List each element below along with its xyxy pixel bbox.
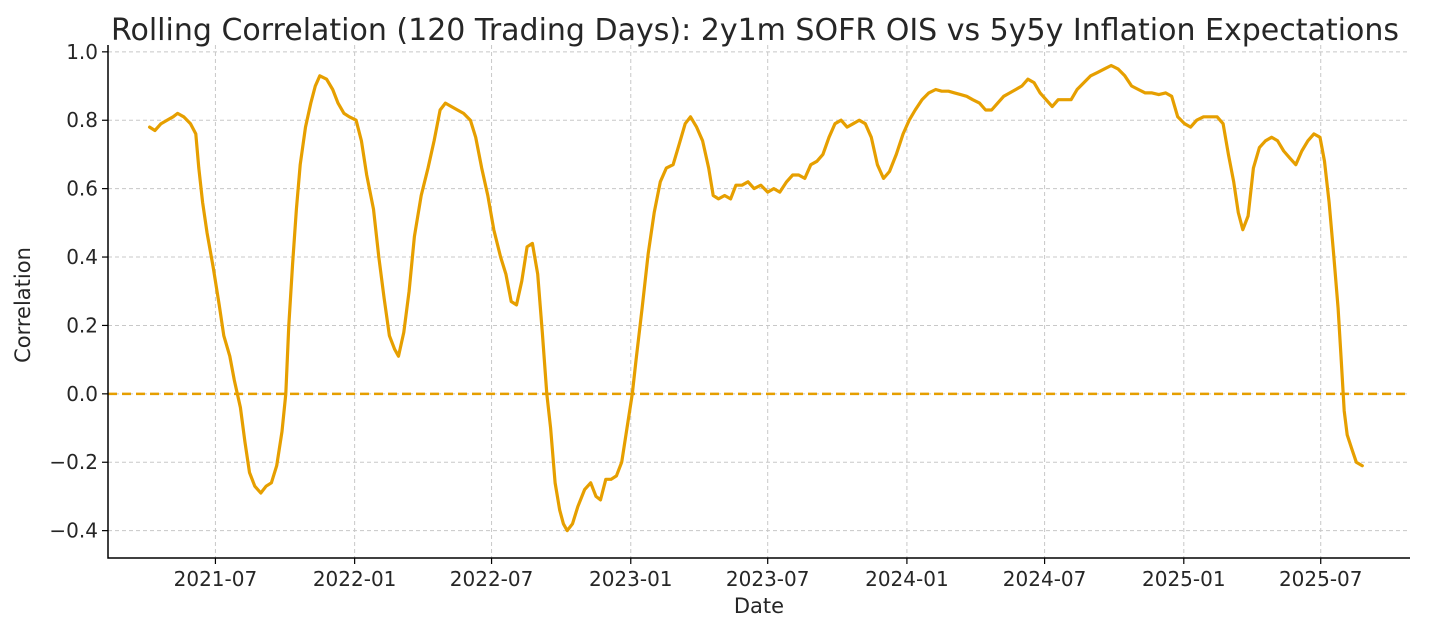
y-tick-label: 0.6 (66, 177, 98, 201)
y-tick-label: −0.2 (49, 450, 98, 474)
x-axis-ticks: 2021-07 2022-01 2022-07 2023-01 2023-07 2024-… (174, 558, 1363, 591)
chart-title: Rolling Correlation (120 Trading Days): … (111, 13, 1399, 48)
x-tick-label: 2023-07 (726, 567, 810, 591)
y-tick-label: 0.2 (66, 313, 98, 337)
y-tick-label: 1.0 (66, 40, 98, 64)
x-tick-label: 2025-07 (1279, 567, 1363, 591)
y-axis-ticks: 1.0 0.8 0.6 0.4 0.2 0.0 −0.2 −0.4 (49, 40, 108, 543)
x-tick-label: 2022-01 (313, 567, 397, 591)
y-tick-label: 0.0 (66, 382, 98, 406)
x-tick-label: 2022-07 (450, 567, 534, 591)
y-axis-label: Correlation (11, 247, 35, 363)
x-tick-label: 2024-01 (865, 567, 949, 591)
x-tick-label: 2024-07 (1003, 567, 1087, 591)
x-gridlines (214, 45, 1322, 558)
y-gridlines (108, 51, 1410, 532)
x-tick-label: 2025-01 (1142, 567, 1226, 591)
x-tick-label: 2021-07 (174, 567, 258, 591)
correlation-series-line (148, 63, 1364, 533)
x-axis-label: Date (734, 594, 784, 618)
y-tick-label: 0.4 (66, 245, 98, 269)
y-tick-label: 0.8 (66, 108, 98, 132)
y-tick-label: −0.4 (49, 519, 98, 543)
x-tick-label: 2023-01 (589, 567, 673, 591)
axes-spines (107, 45, 1410, 559)
